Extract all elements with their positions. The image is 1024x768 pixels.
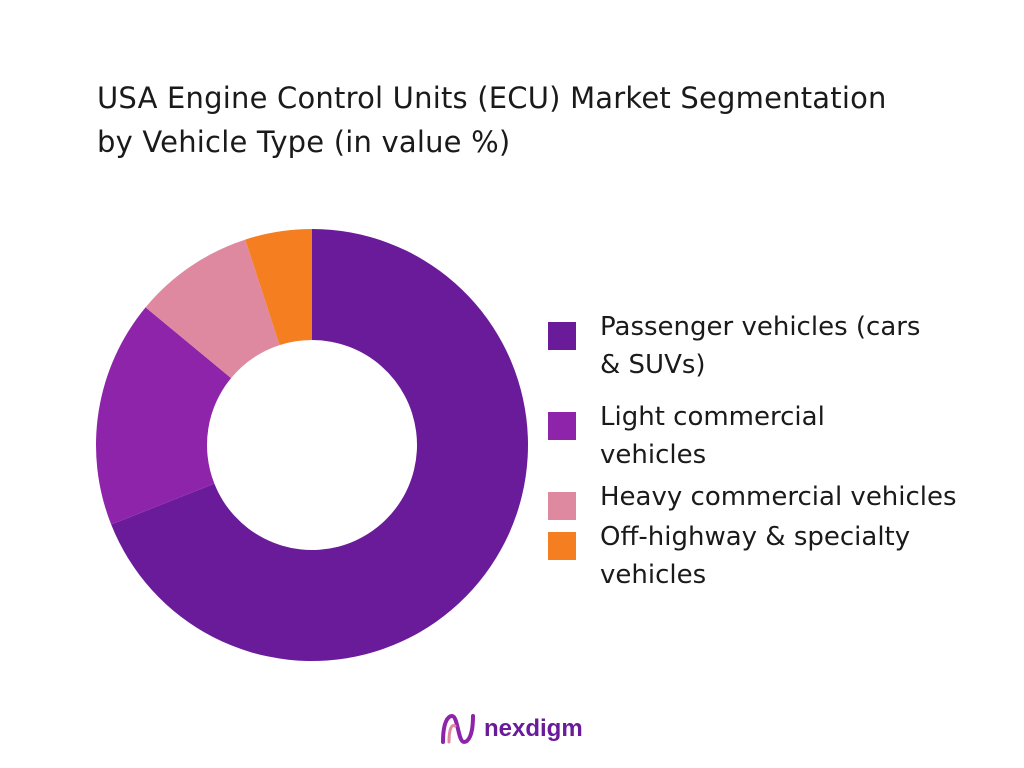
title-line-1: USA Engine Control Units (ECU) Market Se… [97, 81, 887, 115]
slice-3 [245, 229, 312, 346]
legend-item: Passenger vehicles (cars & SUVs) [548, 308, 920, 384]
legend-label: Passenger vehicles (cars [600, 312, 921, 342]
legend-label: Light commercial [600, 402, 825, 432]
legend-label: Heavy commercial vehicles [600, 482, 957, 512]
legend-label: vehicles [600, 440, 707, 470]
legend-label: & SUVs) [600, 350, 706, 380]
legend-swatch [548, 322, 576, 350]
chart-title: USA Engine Control Units (ECU) Market Se… [97, 76, 887, 164]
legend-swatch [548, 412, 576, 440]
legend-item: Light commercial vehicles [548, 398, 825, 474]
slice-2 [145, 239, 280, 379]
legend-label: vehicles [600, 560, 707, 590]
nexdigm-logo: nexdigm [440, 712, 583, 746]
legend-item: Heavy commercial vehicles [548, 478, 957, 520]
nexdigm-logo-icon [441, 713, 475, 745]
legend-label: Off-highway & specialty [600, 522, 911, 552]
slice-1 [96, 307, 232, 525]
slice-0 [111, 229, 529, 661]
legend-swatch [548, 532, 576, 560]
legend-swatch [548, 492, 576, 520]
legend-item: Off-highway & specialty vehicles [548, 518, 910, 594]
brand-name: nexdigm [484, 715, 583, 742]
title-line-2: by Vehicle Type (in value %) [97, 125, 511, 159]
